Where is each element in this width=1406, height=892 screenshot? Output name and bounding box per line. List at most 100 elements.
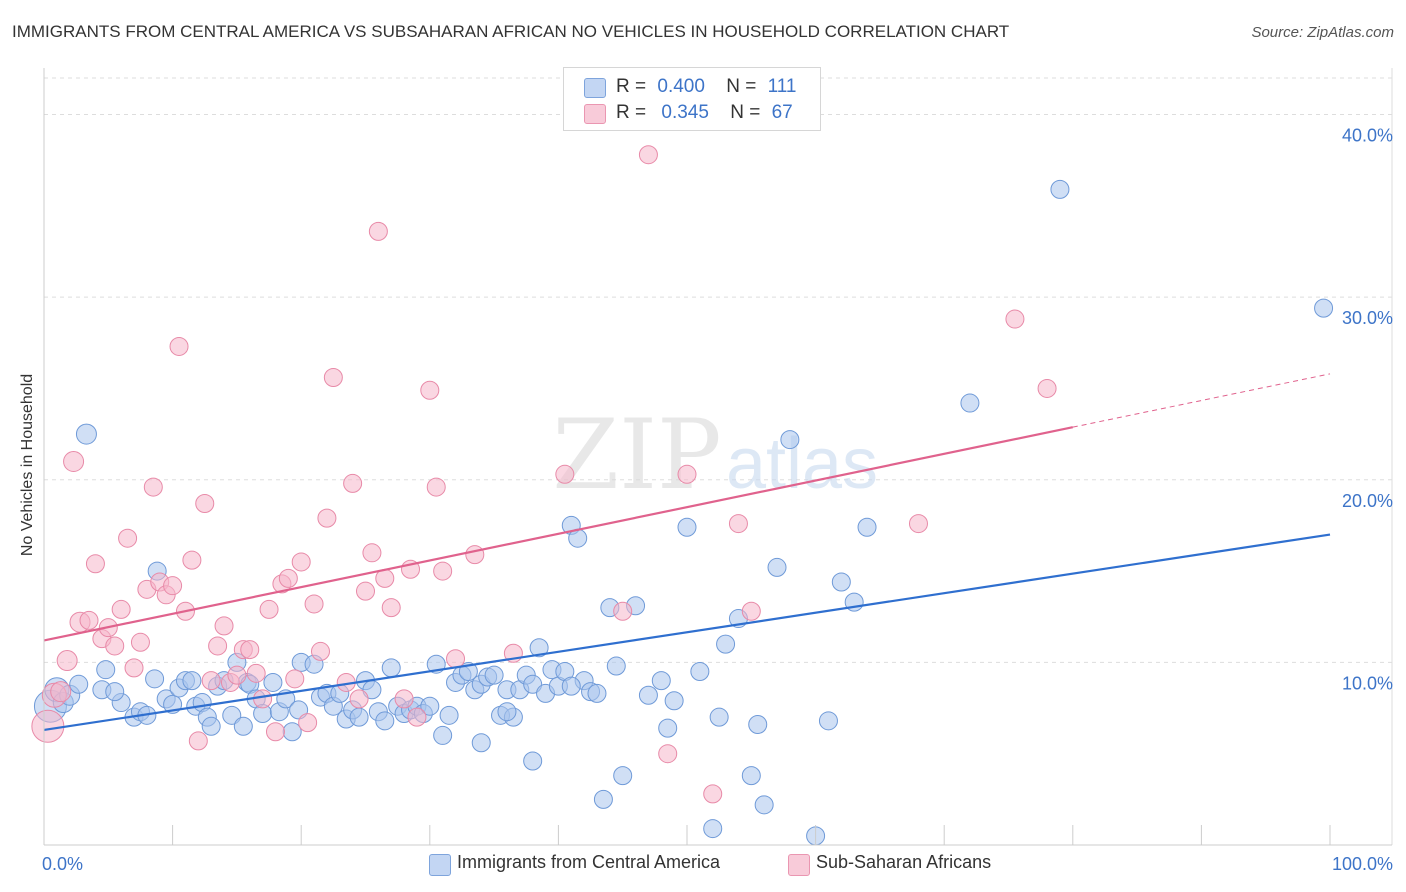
central-america-point — [1314, 298, 1334, 318]
subsaharan-point — [201, 671, 221, 691]
central-america-trendline — [43, 533, 1331, 732]
subsaharan-point — [317, 508, 337, 528]
subsaharan-point — [433, 561, 453, 581]
subsaharan-point — [63, 451, 85, 472]
subsaharan-point — [265, 722, 285, 742]
central-america-point — [818, 711, 838, 731]
central-america-point — [381, 658, 401, 678]
subsaharan-point — [1005, 309, 1025, 329]
subsaharan-point — [323, 367, 343, 387]
subsaharan-point — [420, 380, 440, 400]
n-value: 67 — [771, 102, 793, 123]
central-america-point — [754, 795, 774, 815]
central-america-point — [561, 676, 581, 696]
central-america-point — [664, 691, 684, 711]
central-america-point — [75, 423, 97, 445]
subsaharan-point — [343, 473, 363, 493]
x-tick-label: 0.0% — [42, 854, 83, 874]
r-label: R = — [616, 76, 647, 97]
legend-swatch-pink — [584, 104, 606, 124]
subsaharan-point — [278, 568, 298, 588]
subsaharan-point — [908, 514, 928, 534]
subsaharan-point — [124, 658, 144, 678]
central-america-point — [484, 665, 504, 685]
subsaharan-point — [285, 669, 305, 689]
subsaharan-point — [227, 665, 247, 685]
central-america-point — [233, 716, 253, 736]
subsaharan-trendline — [43, 426, 1074, 642]
subsaharan-point — [304, 594, 324, 614]
central-america-point — [523, 674, 543, 694]
points-layer — [31, 145, 1334, 846]
central-america-point — [433, 725, 453, 745]
subsaharan-point — [310, 641, 330, 661]
watermark: ZIP atlas — [552, 399, 878, 511]
central-america-point — [182, 671, 202, 691]
central-america-point — [471, 733, 491, 753]
source-credit: Source: ZipAtlas.com — [1251, 24, 1394, 41]
central-america-point — [593, 789, 613, 809]
subsaharan-point — [240, 640, 260, 660]
n-label: N = — [726, 76, 757, 97]
central-america-point — [375, 711, 395, 731]
central-america-point — [960, 393, 980, 413]
subsaharan-point — [638, 145, 658, 165]
subsaharan-point — [79, 610, 99, 630]
subsaharan-point — [356, 581, 375, 601]
subsaharan-point — [349, 689, 369, 709]
legend-text: R = 0.345 N = 67 — [616, 102, 793, 124]
central-america-point — [831, 572, 851, 592]
central-america-point — [349, 707, 369, 727]
r-label: R = — [616, 102, 647, 123]
subsaharan-point — [658, 744, 678, 764]
subsaharan-point — [143, 477, 163, 497]
central-america-point — [529, 638, 549, 658]
central-america-point — [613, 766, 633, 786]
central-america-point — [857, 517, 877, 537]
subsaharan-point — [130, 632, 150, 652]
y-tick-label: 10.0% — [1342, 673, 1393, 693]
central-america-point — [780, 430, 800, 450]
subsaharan-point — [253, 689, 273, 709]
subsaharan-point — [188, 731, 208, 751]
central-america-point — [741, 766, 761, 786]
series-legend: Immigrants from Central America Sub-Saha… — [0, 852, 1406, 878]
n-value: 111 — [767, 76, 797, 97]
legend-label: Immigrants from Central America — [457, 852, 721, 872]
y-tick-label: 40.0% — [1342, 126, 1393, 146]
x-tick-label: 100.0% — [1332, 854, 1393, 874]
y-tick-label: 30.0% — [1342, 308, 1393, 328]
y-axis-label: No Vehicles in Household — [19, 373, 36, 557]
subsaharan-point — [407, 707, 427, 727]
central-america-point — [1050, 179, 1070, 199]
n-label: N = — [730, 102, 761, 123]
subsaharan-point — [703, 784, 723, 804]
central-america-point — [523, 751, 543, 771]
subsaharan-point — [246, 663, 266, 683]
central-america-point — [716, 634, 736, 654]
y-tick-label: 20.0% — [1342, 491, 1393, 511]
legend-swatch-blue — [584, 78, 606, 98]
central-america-point — [96, 660, 116, 680]
axis-layer: 10.0% 20.0% 30.0% 40.0% 0.0% 100.0% — [42, 68, 1393, 874]
subsaharan-point — [56, 650, 78, 672]
subsaharan-point — [426, 477, 446, 497]
subsaharan-point — [214, 616, 234, 636]
central-america-point — [69, 674, 89, 694]
central-america-point — [587, 683, 607, 703]
subsaharan-point — [111, 599, 131, 619]
central-america-point — [748, 714, 768, 734]
central-america-point — [651, 671, 671, 691]
subsaharan-point — [259, 599, 279, 619]
central-america-point — [767, 557, 787, 577]
subsaharan-point — [677, 464, 697, 484]
watermark-zip: ZIP — [552, 399, 721, 511]
central-america-point — [709, 707, 729, 727]
central-america-point — [439, 705, 459, 725]
subsaharan-point — [85, 554, 105, 574]
central-america-point — [658, 718, 678, 738]
subsaharan-point — [394, 689, 414, 709]
subsaharan-trendline-extension — [1072, 373, 1331, 428]
chart-title: IMMIGRANTS FROM CENTRAL AMERICA VS SUBSA… — [12, 22, 1010, 41]
